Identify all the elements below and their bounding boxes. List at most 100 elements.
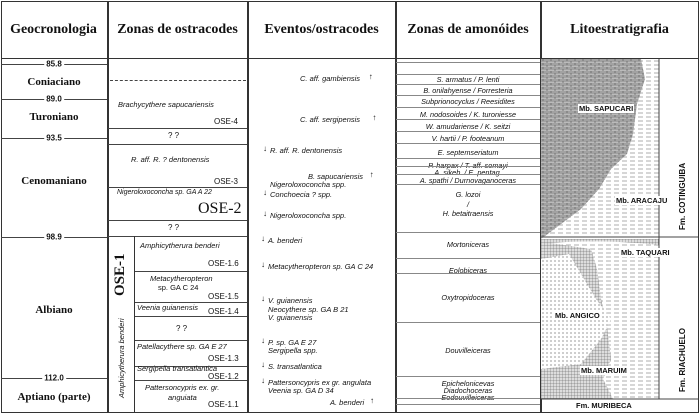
ammonite-zone: P. harpax / T. aff. somayi [396, 161, 540, 170]
zone-line [396, 119, 540, 120]
zone-line [396, 322, 540, 323]
zone-species-vertical: Amphicytherura benderi [117, 318, 126, 398]
header-divider [1, 58, 699, 59]
arrow-down-icon: ↓ [263, 188, 267, 197]
ammonite-zone: Epichelonicevas [441, 379, 495, 388]
event-label: Conchoecia ? spp. [270, 190, 333, 199]
zone-line [396, 95, 540, 96]
zone-line [396, 258, 540, 259]
zone-line [396, 184, 540, 185]
zone-species: Nigeroloxoconcha sp. GA A 22 [117, 189, 212, 196]
zone-line [108, 128, 247, 129]
arrow-down-icon: ↓ [261, 376, 265, 385]
header-geocronologia: Geocronologia [10, 22, 97, 37]
zone-line [135, 316, 247, 317]
age-label: 85.8 [44, 59, 64, 69]
formation-cotinguiba: Fm. COTINGUIBA [678, 162, 687, 230]
zone-code: OSE-1.4 [208, 307, 239, 316]
arrow-down-icon: ↓ [261, 360, 265, 369]
member-maruim: Mb. MARUIM [580, 366, 628, 375]
event-label: Veenia sp. GA D 34 [268, 386, 334, 395]
zone-line [135, 340, 247, 341]
column-divider [107, 1, 109, 412]
formation-riachuelo: Fm. RIACHUELO [678, 328, 687, 392]
zone-line [396, 398, 540, 399]
zone-unknown: ? ? [176, 324, 188, 333]
event-label: Neocythere sp. GA B 21 [268, 305, 349, 314]
age-label: 112.0 [42, 373, 66, 383]
zone-line [396, 62, 540, 63]
zone-code: OSE-1.5 [208, 292, 239, 301]
subzone-divider [134, 236, 135, 412]
dashed-boundary [110, 80, 246, 81]
header-events: Eventos/ostracodes [264, 22, 379, 37]
event-label: A. benderi [330, 398, 365, 407]
zone-line [396, 84, 540, 85]
zone-species: Amphicytherura benderi [140, 241, 220, 250]
zone-line [108, 144, 247, 145]
event-label: V. guianensis [268, 313, 313, 322]
event-label: A. benderi [268, 236, 303, 245]
stage-albiano: Albiano [35, 304, 73, 316]
zone-code: OSE-1.2 [208, 372, 239, 381]
ammonite-zone: E. septemseriatum [437, 148, 499, 157]
event-label: V. guianensis [268, 296, 313, 305]
event-label: B. sapucariensis [308, 172, 364, 181]
stage-turoniano: Turoniano [29, 111, 79, 123]
zone-line [108, 187, 247, 188]
event-label: S. transatlantica [268, 362, 322, 371]
stage-cenomaniano: Cenomaniano [21, 175, 87, 187]
column-divider [395, 1, 397, 412]
column-divider [247, 1, 249, 412]
zone-line [108, 236, 247, 237]
ammonite-zone: Subprionocyclus / Reesidites [421, 97, 515, 106]
zone-line [396, 166, 540, 167]
event-label: R. aff. R. dentonensis [270, 146, 343, 155]
zone-species: Brachycythere sapucariensis [118, 100, 214, 109]
header-lithostratigraphy: Litoestratigrafia [570, 22, 669, 37]
zone-line [396, 273, 540, 274]
ammonite-zone: Eodouvilleiceras [396, 393, 540, 402]
arrow-up-icon: ↑ [370, 396, 374, 405]
zone-species: R. aff. R. ? dentonensis [131, 155, 210, 164]
zone-line [396, 232, 540, 233]
zone-code-ose1: OSE-1 [112, 253, 128, 296]
event-label: C. aff. sergipensis [300, 115, 361, 124]
zone-code-ose2: OSE-2 [198, 200, 242, 217]
ammonite-zone: A. sikeb. / E. pentag. [434, 168, 502, 177]
zone-line [396, 107, 540, 108]
member-aracaju: Mb. ARACAJU [615, 196, 669, 205]
zone-species: anguiata [168, 393, 197, 402]
arrow-up-icon: ↑ [368, 72, 373, 81]
ammonite-zone: H. betaitraensis [442, 209, 494, 218]
arrow-down-icon: ↓ [263, 209, 267, 218]
arrow-down-icon: ↓ [261, 336, 265, 345]
age-label: 93.5 [44, 133, 64, 143]
event-label: Sergipella spp. [268, 346, 318, 355]
arrow-down-icon: ↓ [261, 234, 265, 243]
zone-line [396, 131, 540, 132]
zone-line [396, 74, 540, 75]
header-ammonite-zones: Zonas de amonóides [407, 22, 529, 37]
zone-line [396, 158, 540, 159]
ammonite-zone: S. armatus / P. lenti [436, 75, 500, 84]
zone-line [396, 174, 540, 175]
ammonite-zone: W. amudariense / K. seitzi [425, 122, 511, 131]
ammonite-zone: V. hartii / P. footeanum [431, 134, 505, 143]
zone-line [135, 271, 247, 272]
arrow-up-icon: ↑ [372, 113, 377, 122]
arrow-down-icon: ↓ [263, 144, 267, 153]
zone-line [396, 376, 540, 377]
ammonite-zone: Mortoniceras [446, 240, 490, 249]
event-label: Pattersoncypris ex gr. angulata [268, 378, 372, 387]
event-label: C. aff. gambiensis [300, 74, 361, 83]
stage-aptiano: Aptiano (parte) [17, 391, 91, 403]
event-label: Nigeroloxoconcha spp. [270, 180, 347, 189]
ammonite-zone: B. onilahyense / Forresteria [423, 86, 513, 95]
zone-line [135, 380, 247, 381]
zone-code: OSE-4 [214, 117, 239, 126]
arrow-up-icon: ↑ [369, 170, 374, 179]
ammonite-zone: Oxytropidoceras [441, 293, 495, 302]
